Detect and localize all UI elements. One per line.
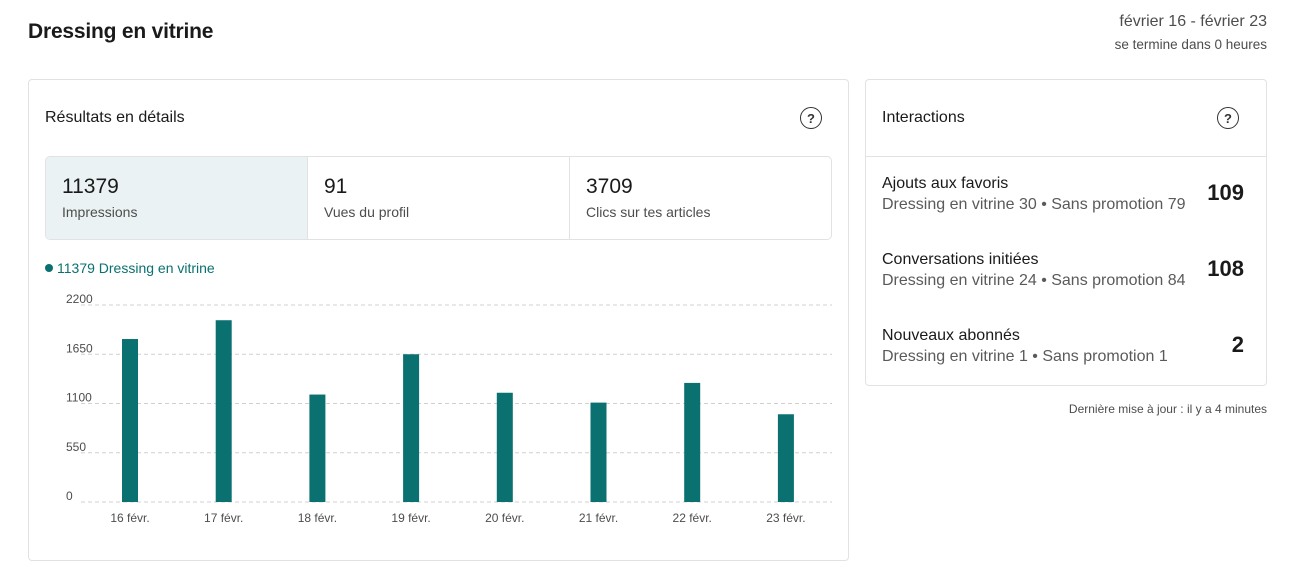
bar[interactable] (684, 382, 701, 502)
stat-value: 91 (324, 175, 348, 198)
interaction-detail: Dressing en vitrine 1 • Sans promotion 1 (882, 348, 1168, 365)
x-tick-label: 20 févr. (485, 511, 524, 525)
legend-dot (45, 264, 53, 272)
stat-label: Impressions (62, 204, 138, 220)
stats-tabs: 11379 Impressions 91 Vues du profil 3709… (45, 156, 832, 240)
interactions-title: Interactions (882, 109, 965, 126)
y-tick-label: 1100 (66, 391, 92, 405)
interaction-count: 2 (1231, 332, 1244, 357)
x-tick-label: 23 févr. (766, 511, 805, 525)
stat-label: Clics sur tes articles (586, 204, 711, 220)
x-tick-label: 16 févr. (110, 511, 149, 525)
interaction-row-conversations: Conversations initiées Dressing en vitri… (882, 251, 1252, 290)
stat-value: 3709 (586, 175, 633, 198)
stat-label: Vues du profil (324, 204, 410, 220)
interaction-detail: Dressing en vitrine 30 • Sans promotion … (882, 196, 1186, 213)
interaction-count: 108 (1207, 256, 1244, 281)
help-circle-icon[interactable]: ? (1217, 107, 1239, 129)
page-title: Dressing en vitrine (28, 20, 214, 43)
x-tick-label: 18 févr. (298, 511, 337, 525)
x-tick-label: 21 févr. (579, 511, 618, 525)
help-circle-icon[interactable]: ? (800, 107, 822, 129)
bar[interactable] (309, 394, 326, 502)
bar[interactable] (590, 402, 607, 502)
interaction-row-followers: Nouveaux abonnés Dressing en vitrine 1 •… (882, 327, 1252, 366)
interaction-count: 109 (1207, 180, 1244, 205)
results-card: Résultats en détails ? 11379 Impressions… (28, 79, 849, 561)
x-tick-label: 22 févr. (673, 511, 712, 525)
stat-article-clicks[interactable]: 3709 Clics sur tes articles (570, 157, 831, 239)
bar[interactable] (496, 392, 513, 502)
y-tick-label: 1650 (66, 341, 93, 355)
bar[interactable] (403, 354, 420, 502)
interaction-detail: Dressing en vitrine 24 • Sans promotion … (882, 272, 1186, 289)
bar[interactable] (215, 320, 232, 502)
last-update-text: Dernière mise à jour : il y a 4 minutes (1068, 402, 1267, 416)
y-tick-label: 2200 (66, 292, 93, 306)
x-tick-label: 19 févr. (391, 511, 430, 525)
stat-value: 11379 (62, 175, 119, 198)
interaction-title: Nouveaux abonnés (882, 327, 1020, 344)
results-title: Résultats en détails (45, 109, 185, 126)
stat-profile-views[interactable]: 91 Vues du profil (308, 157, 570, 239)
interaction-row-favorites: Ajouts aux favoris Dressing en vitrine 3… (882, 175, 1252, 214)
interaction-title: Ajouts aux favoris (882, 175, 1009, 192)
y-tick-label: 550 (66, 440, 86, 454)
chart-legend: 11379 Dressing en vitrine (45, 260, 215, 276)
date-range: février 16 - février 23 (1119, 13, 1267, 30)
interactions-card: Interactions ? Ajouts aux favoris Dressi… (865, 79, 1267, 386)
bar[interactable] (122, 339, 138, 502)
ends-in-text: se termine dans 0 heures (1114, 37, 1267, 52)
stat-impressions[interactable]: 11379 Impressions (46, 157, 308, 239)
x-tick-label: 17 févr. (204, 511, 243, 525)
interaction-title: Conversations initiées (882, 251, 1039, 268)
impressions-bar-chart: 0 550 1100 1650 2200 16 févr. 17 févr. 18 févr.… (66, 292, 832, 525)
bar[interactable] (777, 414, 794, 502)
y-tick-label: 0 (66, 489, 73, 503)
divider (866, 156, 1266, 157)
legend-label: 11379 Dressing en vitrine (57, 260, 215, 276)
